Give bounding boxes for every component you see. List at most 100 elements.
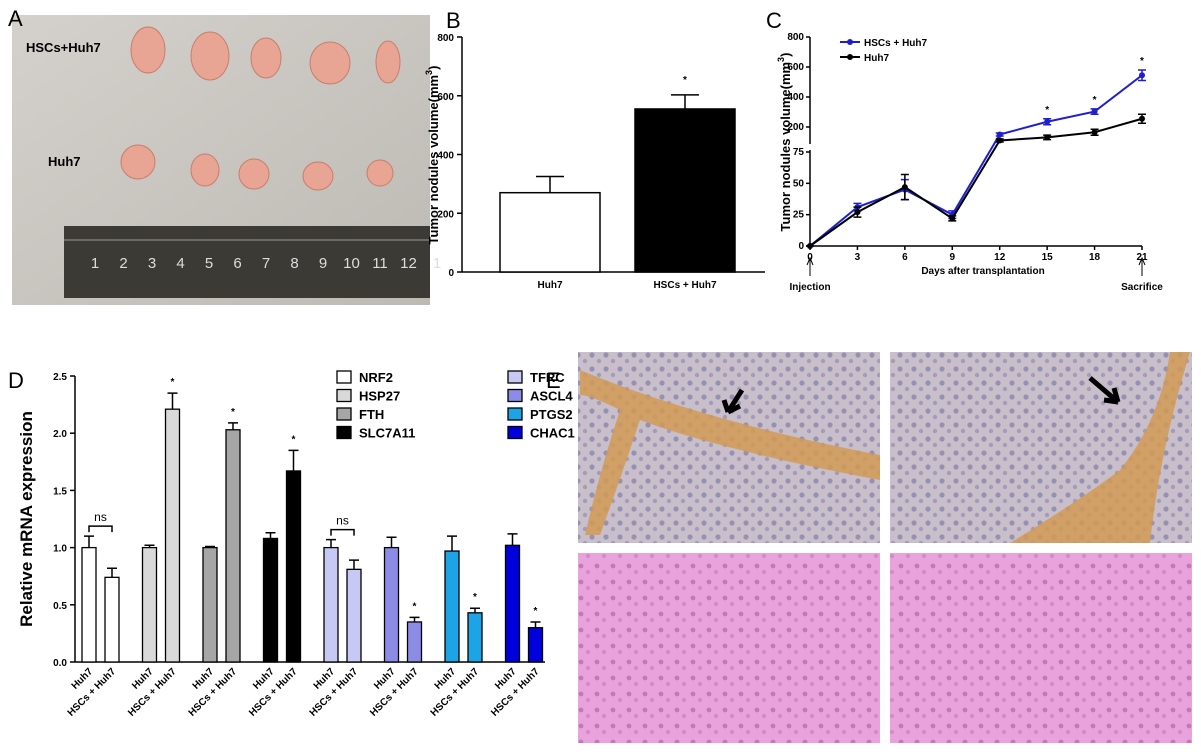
x-tick-label: 18 bbox=[1089, 252, 1101, 263]
bar bbox=[104, 576, 120, 663]
bracket bbox=[88, 525, 113, 533]
significance: * bbox=[1093, 95, 1097, 106]
error-bar bbox=[107, 567, 117, 578]
error-bar bbox=[447, 535, 457, 552]
y-tick-label: 400 bbox=[787, 92, 804, 103]
error-bar bbox=[349, 559, 359, 570]
significance: * bbox=[171, 377, 175, 388]
y-tick-label: 2.5 bbox=[53, 372, 67, 383]
event-arrow bbox=[1138, 256, 1146, 276]
event-label: Sacrifice bbox=[1121, 282, 1163, 293]
bracket bbox=[330, 528, 355, 536]
x-tick-label: 6 bbox=[902, 252, 908, 263]
ruler-number: 12 bbox=[400, 255, 417, 272]
marker bbox=[854, 209, 861, 216]
error-bar bbox=[288, 449, 299, 471]
bar bbox=[81, 546, 97, 663]
marker bbox=[1139, 115, 1145, 122]
arrow bbox=[1088, 376, 1121, 405]
x-tick-label: HSCs + Huh7 bbox=[653, 280, 717, 291]
bar bbox=[527, 627, 544, 663]
legend-swatch bbox=[336, 370, 352, 384]
error-bar bbox=[326, 538, 336, 548]
legend-swatch bbox=[507, 388, 523, 403]
y-tick-label: 600 bbox=[787, 62, 804, 73]
y-tick-label: 600 bbox=[437, 92, 454, 103]
y-tick-label: 2.0 bbox=[53, 429, 67, 440]
x-tick-label: 3 bbox=[855, 252, 861, 263]
ruler-number: 3 bbox=[148, 255, 156, 272]
y-tick-label: 50 bbox=[793, 178, 805, 189]
ruler-number: 6 bbox=[233, 255, 241, 272]
y-axis-title-sup: 3 bbox=[424, 70, 434, 75]
y-tick-label: 0 bbox=[448, 268, 454, 279]
legend-label: PTGS2 bbox=[530, 407, 573, 422]
ruler-number: 5 bbox=[205, 255, 213, 272]
event-label: Injection bbox=[789, 282, 830, 293]
panel-a-photo bbox=[12, 15, 430, 305]
marker bbox=[1044, 118, 1051, 125]
bar bbox=[444, 550, 460, 663]
bar bbox=[467, 612, 483, 663]
event-arrow bbox=[806, 256, 814, 276]
significance: * bbox=[1140, 56, 1144, 67]
error-bar bbox=[409, 616, 420, 622]
legend-label: HSP27 bbox=[359, 389, 400, 404]
significance: * bbox=[534, 606, 538, 617]
legend-swatch bbox=[336, 388, 352, 403]
legend-swatch bbox=[507, 407, 523, 421]
y-tick-label: 1.0 bbox=[53, 544, 67, 555]
panel-letter: B bbox=[446, 8, 461, 33]
legend-label: NRF2 bbox=[359, 370, 393, 385]
significance: * bbox=[1045, 105, 1049, 116]
error-bar bbox=[470, 607, 480, 613]
bar bbox=[262, 537, 279, 663]
bar bbox=[499, 191, 601, 273]
y-axis-title-part: Tumor nodules volume(mm bbox=[426, 75, 441, 245]
error-bar bbox=[228, 422, 238, 430]
significance: * bbox=[473, 592, 477, 603]
bar bbox=[406, 621, 423, 663]
y-tick-label: 400 bbox=[437, 151, 454, 162]
legend-swatch bbox=[507, 425, 523, 440]
y-tick-label: 1.5 bbox=[53, 486, 67, 497]
marker bbox=[1091, 129, 1098, 136]
panel-letter: E bbox=[546, 368, 561, 393]
y-tick-label: 800 bbox=[437, 33, 454, 44]
bar bbox=[202, 546, 218, 663]
ruler-number: 10 bbox=[343, 255, 360, 272]
panel-letter: A bbox=[8, 6, 23, 31]
error-bar bbox=[386, 536, 397, 548]
ruler-number: 2 bbox=[119, 255, 127, 272]
significance: ns bbox=[336, 514, 349, 528]
y-tick-label: 200 bbox=[437, 209, 454, 220]
bar bbox=[346, 568, 362, 663]
bar bbox=[285, 470, 302, 663]
marker bbox=[996, 137, 1003, 144]
arrow bbox=[721, 388, 745, 415]
line bbox=[809, 74, 1143, 247]
y-axis-title: Tumor nodules volume(mm3) bbox=[424, 66, 441, 245]
bar bbox=[141, 546, 158, 663]
bar bbox=[504, 544, 521, 663]
y-tick-label: 25 bbox=[793, 210, 805, 221]
legend-label: TFRC bbox=[530, 370, 565, 385]
legend-label: HSCs + Huh7 bbox=[864, 38, 928, 49]
he-image bbox=[578, 553, 880, 743]
marker bbox=[1139, 72, 1145, 79]
ruler-number: 1 bbox=[433, 255, 441, 272]
bar bbox=[323, 546, 339, 663]
ruler-number: 4 bbox=[176, 255, 184, 272]
bar bbox=[383, 546, 400, 663]
y-tick-label: 200 bbox=[787, 122, 804, 133]
significance: * bbox=[683, 75, 687, 86]
sample-label: Huh7 bbox=[48, 154, 81, 169]
y-axis-title-sup: 3 bbox=[776, 57, 786, 62]
ruler-number: 8 bbox=[290, 255, 298, 272]
legend-label: CHAC1 bbox=[530, 426, 575, 441]
y-tick-label: 75 bbox=[793, 147, 805, 158]
y-axis-title-part: Tumor nodules volume(mm bbox=[778, 62, 793, 232]
significance: * bbox=[413, 601, 417, 612]
error-bar bbox=[530, 621, 541, 628]
